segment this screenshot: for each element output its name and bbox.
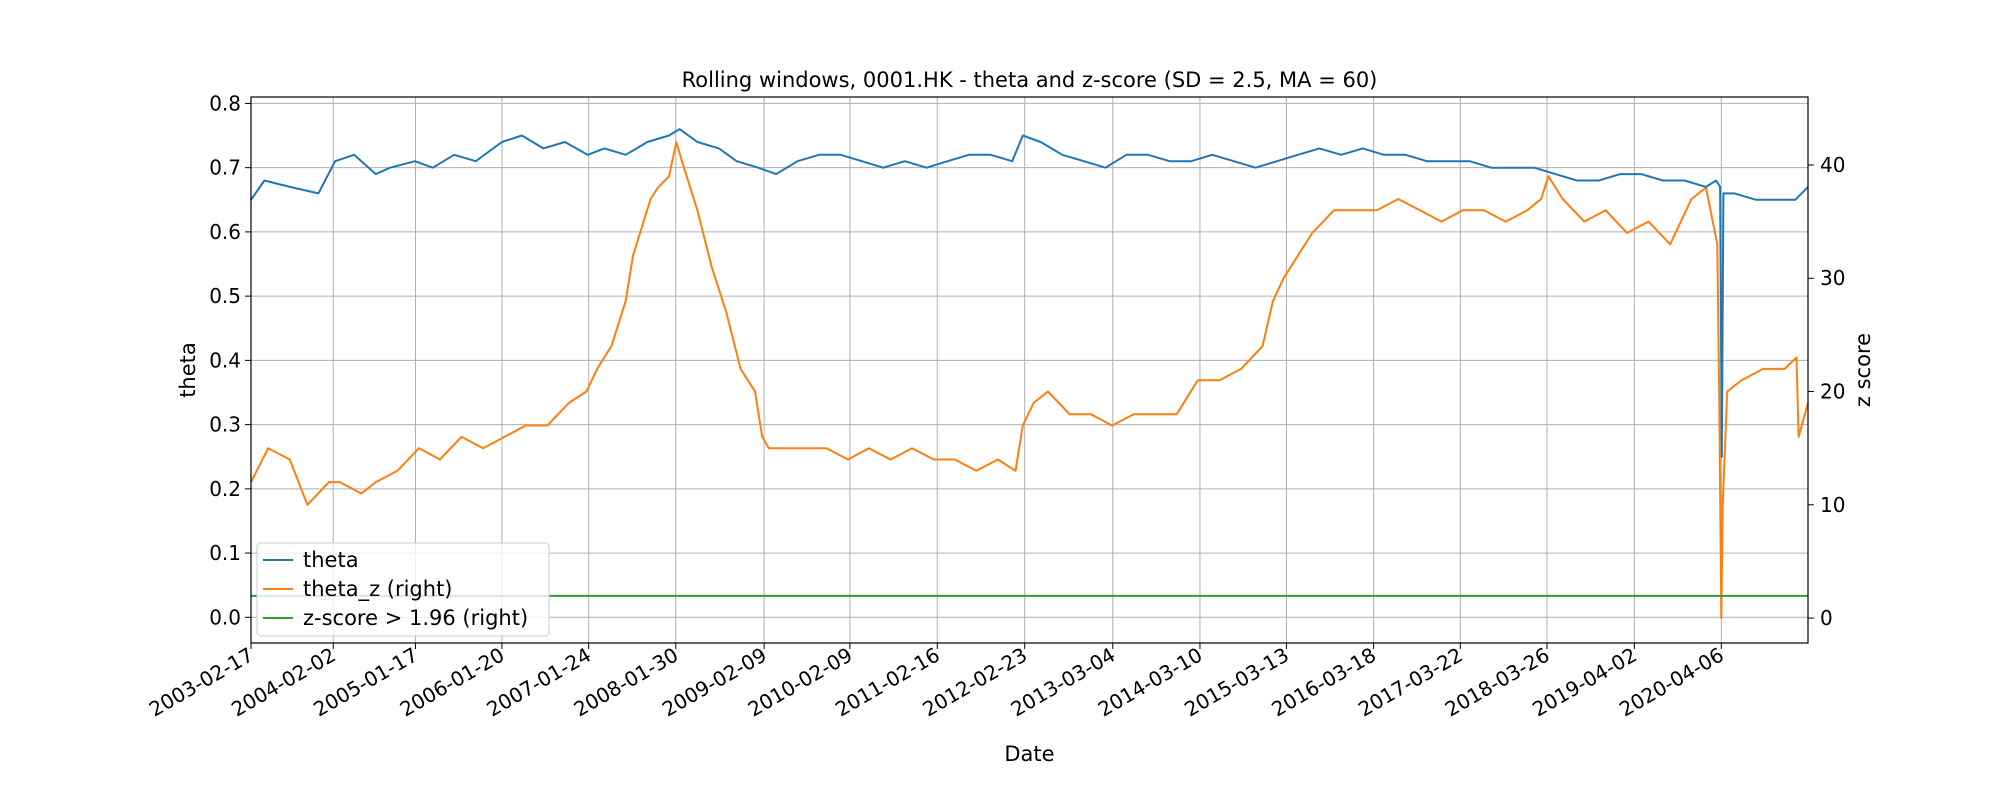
y-right-tick-label: 10 <box>1820 493 1845 517</box>
y-axis-left-title: theta <box>176 342 200 398</box>
y-left-tick-label: 0.1 <box>209 541 241 565</box>
y-left-tick-label: 0.6 <box>209 220 241 244</box>
x-axis-title: Date <box>1004 742 1054 766</box>
legend-box <box>256 542 550 637</box>
y-left-tick-label: 0.0 <box>209 605 241 629</box>
grid <box>250 97 1808 643</box>
y-right-tick-label: 40 <box>1820 153 1845 177</box>
legend-label-theta: theta <box>303 548 359 572</box>
legend-label-threshold: z-score > 1.96 (right) <box>303 606 528 630</box>
x-axis-ticks: 2003-02-172004-02-022005-01-172006-01-20… <box>145 643 1728 722</box>
theta-z-line <box>250 141 1809 620</box>
legend-label-theta-z: theta_z (right) <box>303 577 453 602</box>
y-axis-left-ticks: 0.0 0.1 0.2 0.3 0.4 0.5 0.6 0.7 0.8 <box>209 91 251 629</box>
y-left-tick-label: 0.2 <box>209 477 241 501</box>
legend: theta theta_z (right) z-score > 1.96 (ri… <box>256 542 550 637</box>
y-left-tick-label: 0.4 <box>209 348 241 372</box>
y-right-tick-label: 30 <box>1820 266 1845 290</box>
y-right-tick-label: 20 <box>1820 380 1845 404</box>
chart-title: Rolling windows, 0001.HK - theta and z-s… <box>682 68 1378 92</box>
y-left-tick-label: 0.5 <box>209 284 241 308</box>
plot-frame <box>250 96 1809 644</box>
y-left-tick-label: 0.3 <box>209 413 241 437</box>
y-left-tick-label: 0.8 <box>209 91 241 115</box>
y-right-tick-label: 0 <box>1820 606 1833 630</box>
y-left-tick-label: 0.7 <box>209 156 241 180</box>
y-axis-right-title: z score <box>1851 333 1875 407</box>
y-axis-right-ticks: 0 10 20 30 40 <box>1808 153 1845 630</box>
theta-line <box>250 128 1809 458</box>
